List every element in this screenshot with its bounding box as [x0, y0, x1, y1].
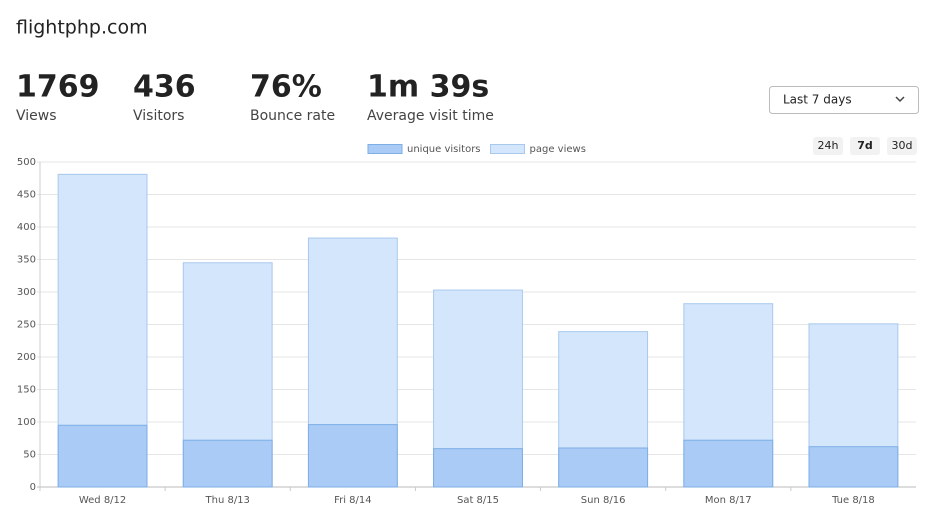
x-tick-label: Sun 8/16 — [581, 495, 626, 506]
x-tick-label: Fri 8/14 — [334, 495, 372, 506]
y-tick-label: 200 — [17, 352, 36, 363]
y-tick-label: 450 — [17, 190, 36, 201]
stat-value: 1m 39s — [367, 70, 489, 105]
range-button[interactable] — [850, 137, 880, 155]
bar — [182, 439, 273, 488]
bar — [307, 424, 398, 488]
chevron[interactable] — [895, 96, 905, 103]
legend-swatch — [367, 144, 403, 154]
y-tick-label: 250 — [17, 320, 36, 331]
stat-value: 436 — [133, 70, 196, 105]
stat-value: 76% — [250, 70, 322, 105]
select-box[interactable] — [769, 86, 919, 114]
legend-label: unique visitors — [407, 144, 481, 155]
y-tick-label: 500 — [17, 157, 36, 168]
x-tick-label: Thu 8/13 — [205, 495, 250, 506]
stat-label: Visitors — [133, 108, 184, 124]
y-tick-label: 0 — [30, 482, 36, 493]
x-tick-label: Tue 8/18 — [831, 495, 875, 506]
y-tick-label: 300 — [17, 287, 36, 298]
x-tick-label: Mon 8/17 — [705, 495, 752, 506]
stat-label: Bounce rate — [250, 108, 335, 124]
y-tick-label: 50 — [23, 450, 36, 461]
bar — [808, 446, 899, 488]
y-tick-label: 400 — [17, 222, 36, 233]
legend-label: page views — [530, 144, 586, 155]
range-button-label[interactable]: 30d — [892, 139, 913, 152]
range-select[interactable]: Last 7 days — [769, 86, 919, 114]
stat-value: 1769 — [16, 70, 100, 105]
range-button-label[interactable]: 24h — [818, 139, 839, 152]
bar — [433, 448, 523, 488]
x-tick-label: Sat 8/15 — [457, 495, 499, 506]
legend-swatch — [490, 144, 526, 154]
select-text[interactable]: Last 7 days — [783, 93, 852, 107]
bar — [558, 447, 649, 488]
bar — [57, 424, 148, 488]
bar — [683, 439, 774, 488]
y-tick-label: 150 — [17, 385, 36, 396]
x-tick-label: Wed 8/12 — [79, 495, 126, 506]
range-button[interactable] — [813, 137, 843, 155]
y-tick-label: 100 — [17, 417, 36, 428]
site-title: flightphp.com — [16, 17, 148, 39]
range-button[interactable] — [887, 137, 917, 155]
stat-label: Views — [16, 108, 57, 124]
y-tick-label: 350 — [17, 255, 36, 266]
stat-label: Average visit time — [367, 108, 494, 124]
range-button-label[interactable]: 7d — [857, 139, 873, 152]
